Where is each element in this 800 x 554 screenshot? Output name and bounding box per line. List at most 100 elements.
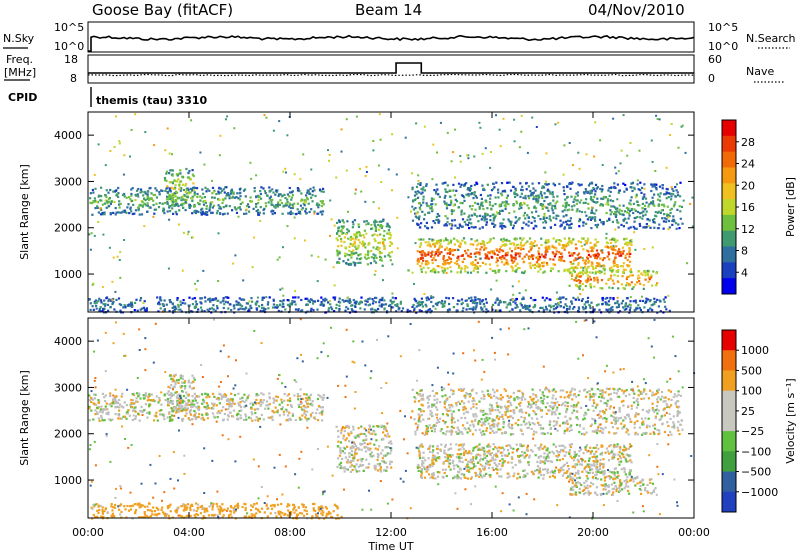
scatter-cell	[535, 225, 538, 228]
scatter-cell	[303, 204, 306, 207]
scatter-cell	[558, 251, 561, 254]
scatter-cell	[622, 182, 625, 185]
scatter-cell	[103, 211, 106, 214]
scatter-cell	[272, 299, 275, 302]
scatter-cell	[262, 296, 266, 299]
scatter-cell	[389, 231, 392, 234]
scatter-cell	[130, 210, 133, 213]
scatter-cell	[500, 258, 503, 261]
scatter-cell	[256, 508, 259, 511]
scatter-cell	[451, 249, 454, 252]
scatter-cell	[250, 509, 253, 512]
scatter-cell	[496, 253, 499, 256]
scatter-cell	[482, 187, 485, 190]
scatter-cell	[198, 203, 201, 206]
scatter-cell	[623, 238, 626, 241]
scatter-cell	[478, 121, 481, 124]
scatter-cell	[140, 307, 143, 310]
scatter-cell	[548, 245, 551, 248]
scatter-cell	[356, 257, 359, 260]
scatter-cell	[613, 274, 616, 277]
power-ylabel: Slant Range [km]	[18, 164, 31, 260]
scatter-cell	[620, 209, 623, 213]
scatter-cell	[418, 191, 421, 194]
scatter-cell	[517, 246, 520, 250]
scatter-cell	[335, 307, 338, 310]
scatter-cell	[230, 392, 233, 395]
scatter-cell	[116, 405, 119, 408]
scatter-cell	[302, 202, 305, 205]
scatter-cell	[144, 392, 147, 395]
scatter-cell	[274, 406, 277, 409]
scatter-cell	[470, 222, 473, 225]
scatter-cell	[472, 197, 475, 200]
scatter-cell	[497, 196, 500, 199]
scatter-cell	[587, 266, 590, 269]
scatter-cell	[203, 418, 206, 421]
scatter-cell	[193, 194, 196, 197]
scatter-cell	[321, 419, 324, 422]
scatter-cell	[503, 204, 506, 207]
scatter-cell	[241, 399, 244, 402]
scatter-cell	[303, 509, 306, 512]
scatter-cell	[643, 208, 647, 211]
scatter-cell	[189, 514, 192, 517]
scatter-cell	[614, 302, 617, 305]
scatter-cell	[555, 291, 558, 294]
scatter-cell	[594, 267, 597, 270]
scatter-cell	[584, 259, 587, 262]
scatter-cell	[285, 419, 288, 422]
scatter-cell	[611, 238, 613, 241]
scatter-cell	[636, 307, 639, 310]
scatter-cell	[347, 258, 350, 261]
scatter-cell	[596, 261, 599, 265]
scatter-cell	[495, 257, 499, 260]
scatter-cell	[279, 515, 283, 518]
scatter-cell	[242, 279, 245, 282]
colorbar-swatch	[722, 199, 736, 216]
scatter-cell	[304, 297, 307, 300]
scatter-cell	[178, 405, 181, 408]
scatter-cell	[587, 259, 590, 263]
scatter-cell	[93, 234, 96, 237]
scatter-cell	[436, 250, 439, 254]
scatter-cell	[341, 227, 344, 230]
scatter-cell	[441, 305, 444, 308]
scatter-cell	[514, 270, 517, 273]
scatter-cell	[338, 304, 341, 307]
scatter-cell	[542, 271, 545, 274]
scatter-cell	[109, 202, 112, 205]
scatter-cell	[120, 503, 123, 506]
scatter-cell	[92, 503, 95, 506]
scatter-cell	[118, 140, 121, 143]
scatter-cell	[374, 224, 377, 227]
scatter-cell	[516, 306, 519, 309]
scatter-cell	[533, 305, 536, 308]
scatter-cell	[313, 300, 317, 303]
scatter-cell	[574, 266, 577, 269]
scatter-cell	[138, 392, 141, 395]
scatter-cell	[640, 272, 643, 275]
scatter-cell	[271, 415, 274, 418]
scatter-cell	[521, 227, 524, 230]
scatter-cell	[241, 201, 244, 204]
scatter-cell	[433, 221, 436, 225]
scatter-cell	[230, 516, 233, 519]
scatter-cell	[235, 303, 238, 306]
scatter-cell	[565, 204, 568, 207]
scatter-cell	[582, 266, 585, 269]
scatter-cell	[217, 190, 220, 193]
scatter-cell	[157, 301, 161, 304]
scatter-cell	[463, 220, 466, 224]
scatter-cell	[443, 300, 447, 303]
scatter-cell	[508, 247, 512, 250]
scatter-cell	[653, 221, 657, 224]
scatter-cell	[93, 197, 96, 200]
scatter-cell	[134, 509, 138, 512]
scatter-cell	[357, 465, 360, 468]
scatter-cell	[97, 143, 100, 146]
scatter-cell	[628, 251, 631, 254]
scatter-cell	[296, 513, 299, 516]
scatter-cell	[629, 252, 632, 255]
scatter-cell	[363, 242, 366, 245]
